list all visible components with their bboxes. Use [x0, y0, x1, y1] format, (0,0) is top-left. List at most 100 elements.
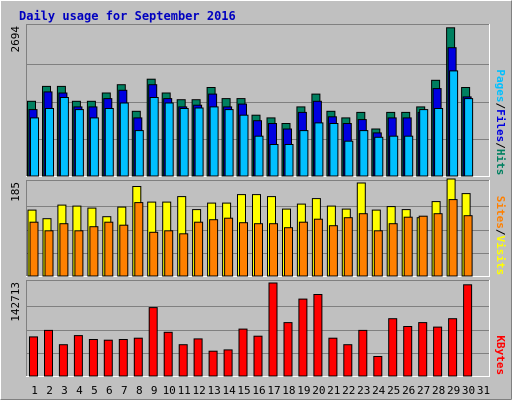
- legend-item-kbytes: KBytes: [494, 335, 507, 375]
- bar-kbytes-day-25: [388, 318, 398, 377]
- x-tick-day-29: 29: [447, 384, 460, 397]
- legend-hits-files-pages: Pages/Files/Hits: [494, 69, 507, 175]
- bar-pages-day-2: [45, 108, 54, 177]
- bar-kbytes-day-28: [433, 326, 443, 377]
- bar-kbytes-day-9: [148, 307, 158, 377]
- bar-kbytes-day-29: [448, 318, 458, 377]
- x-tick-day-1: 1: [31, 384, 38, 397]
- x-tick-day-4: 4: [76, 384, 83, 397]
- x-tick-day-11: 11: [178, 384, 191, 397]
- bar-pages-day-21: [329, 123, 339, 177]
- bar-kbytes-day-13: [208, 350, 218, 377]
- x-tick-day-5: 5: [91, 384, 98, 397]
- x-tick-day-19: 19: [297, 384, 310, 397]
- bar-sites-day-15: [239, 222, 248, 277]
- ymax-label-kbytes: 142713: [9, 282, 22, 322]
- bar-pages-day-9: [149, 97, 159, 177]
- bar-pages-day-8: [134, 130, 144, 177]
- bar-sites-day-21: [328, 225, 338, 277]
- x-tick-day-7: 7: [121, 384, 128, 397]
- legend-item-sep: /: [494, 142, 507, 149]
- bar-sites-day-23: [358, 213, 368, 277]
- bar-pages-day-4: [74, 109, 84, 177]
- bar-pages-day-15: [239, 114, 249, 177]
- bar-sites-day-4: [74, 230, 84, 277]
- x-tick-day-15: 15: [237, 384, 250, 397]
- bar-sites-day-7: [119, 224, 129, 277]
- bar-kbytes-day-15: [238, 328, 248, 377]
- bar-kbytes-day-18: [283, 322, 293, 377]
- legend-item-sep: /: [494, 229, 507, 236]
- x-tick-day-31: 31: [477, 384, 490, 397]
- bar-kbytes-day-21: [328, 337, 338, 377]
- bar-kbytes-day-26: [403, 326, 413, 377]
- x-tick-day-22: 22: [342, 384, 355, 397]
- bar-pages-day-5: [89, 117, 99, 177]
- bar-pages-day-10: [164, 102, 174, 177]
- bar-pages-day-24: [374, 136, 384, 177]
- x-tick-day-21: 21: [327, 384, 340, 397]
- x-tick-day-14: 14: [222, 384, 236, 397]
- x-tick-day-17: 17: [267, 384, 280, 397]
- bar-kbytes-day-5: [88, 339, 98, 377]
- bar-sites-day-19: [298, 221, 308, 277]
- bar-kbytes-day-11: [178, 344, 188, 377]
- x-tick-day-28: 28: [432, 384, 445, 397]
- bar-kbytes-day-8: [133, 337, 143, 377]
- bar-sites-day-28: [433, 213, 443, 277]
- chart-title: Daily usage for September 2016: [19, 9, 236, 23]
- bar-kbytes-day-24: [373, 356, 383, 377]
- bar-kbytes-day-27: [418, 322, 428, 377]
- bar-pages-day-6: [104, 108, 114, 177]
- x-tick-day-30: 30: [462, 384, 475, 397]
- x-tick-day-23: 23: [357, 384, 370, 397]
- bar-sites-day-24: [373, 230, 383, 277]
- bar-sites-day-29: [448, 199, 458, 277]
- bar-sites-day-10: [164, 230, 174, 277]
- x-tick-day-27: 27: [417, 384, 430, 397]
- ymax-label-hits-files-pages: 2694: [9, 26, 22, 53]
- bar-pages-day-23: [359, 130, 369, 177]
- bar-sites-day-1: [29, 221, 39, 277]
- bar-kbytes-day-20: [313, 294, 323, 377]
- x-tick-day-25: 25: [387, 384, 400, 397]
- bar-sites-day-18: [284, 227, 293, 277]
- bar-sites-day-6: [104, 221, 114, 277]
- bar-sites-day-14: [224, 217, 234, 277]
- bar-kbytes-day-7: [118, 339, 128, 377]
- x-tick-day-26: 26: [402, 384, 415, 397]
- bar-pages-day-18: [284, 144, 294, 177]
- bar-pages-day-11: [179, 108, 189, 177]
- bar-kbytes-day-1: [29, 336, 38, 377]
- bar-sites-day-17: [269, 223, 278, 277]
- bar-sites-day-5: [89, 226, 99, 277]
- x-tick-day-20: 20: [312, 384, 325, 397]
- bar-pages-day-7: [119, 102, 129, 177]
- bar-sites-day-27: [418, 215, 428, 277]
- x-tick-day-8: 8: [136, 384, 143, 397]
- bar-pages-day-1: [30, 117, 39, 177]
- bar-kbytes-day-2: [44, 329, 53, 377]
- ymax-label-visits-sites: 185: [9, 182, 22, 202]
- x-tick-day-24: 24: [372, 384, 386, 397]
- legend-item-sep: /: [494, 103, 507, 110]
- bar-kbytes-day-22: [343, 344, 353, 377]
- bar-pages-day-12: [194, 107, 204, 177]
- bar-pages-day-20: [314, 122, 324, 177]
- bar-sites-day-16: [254, 223, 263, 277]
- x-tick-day-6: 6: [106, 384, 113, 397]
- bar-sites-day-20: [313, 218, 323, 277]
- legend-item-files: Files: [494, 109, 507, 142]
- x-tick-day-18: 18: [282, 384, 295, 397]
- bar-kbytes-day-14: [223, 349, 233, 377]
- bar-kbytes-day-6: [103, 339, 113, 377]
- legend-item-visits: Visits: [494, 236, 507, 276]
- legend-item-hits: Hits: [494, 149, 507, 176]
- x-tick-day-16: 16: [252, 384, 265, 397]
- bar-sites-day-25: [388, 223, 398, 277]
- bar-kbytes-day-16: [253, 335, 263, 377]
- legend-item-sites: Sites: [494, 196, 507, 229]
- bar-kbytes-day-3: [58, 344, 68, 377]
